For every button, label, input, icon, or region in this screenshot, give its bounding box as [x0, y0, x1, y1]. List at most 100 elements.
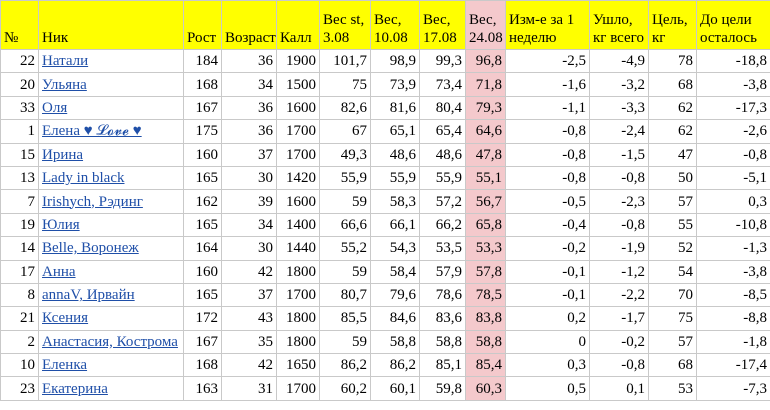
cell-weight-2408[interactable]: 58,8 — [465, 329, 506, 355]
cell-num[interactable]: 33 — [0, 95, 39, 121]
cell-weight-2408[interactable]: 60,3 — [465, 376, 506, 401]
cell-lost-total[interactable]: -3,3 — [589, 95, 649, 121]
nick-link[interactable]: Irishych, Рэдинг — [42, 193, 143, 210]
nick-link[interactable]: Екатерина — [42, 380, 108, 397]
cell-num[interactable]: 15 — [0, 142, 39, 167]
cell-age[interactable]: 37 — [221, 282, 277, 308]
cell-weight-2408[interactable]: 55,1 — [465, 165, 506, 191]
cell-lost-total[interactable]: -1,9 — [589, 236, 649, 261]
cell-goal[interactable]: 53 — [648, 376, 697, 401]
cell-goal[interactable]: 68 — [648, 72, 697, 97]
cell-cal[interactable]: 1420 — [276, 165, 320, 191]
cell-cal[interactable]: 1800 — [276, 306, 320, 331]
cell-weight-1708[interactable]: 65,4 — [419, 119, 466, 144]
cell-height[interactable]: 160 — [183, 259, 222, 284]
cell-cal[interactable]: 1500 — [276, 72, 320, 97]
cell-cal[interactable]: 1700 — [276, 282, 320, 308]
cell-weight-2408[interactable]: 71,8 — [465, 72, 506, 97]
nick-link[interactable]: annaV, Ирвайн — [42, 287, 135, 304]
cell-change-week[interactable]: -0,4 — [505, 212, 590, 238]
cell-weight-1708[interactable]: 66,2 — [419, 212, 466, 238]
cell-weight-1708[interactable]: 55,9 — [419, 165, 466, 191]
cell-weight-2408[interactable]: 64,6 — [465, 119, 506, 144]
cell-weight-start[interactable]: 80,7 — [319, 282, 371, 308]
header-num[interactable]: № — [0, 0, 39, 50]
cell-height[interactable]: 168 — [183, 353, 222, 378]
cell-cal[interactable]: 1800 — [276, 329, 320, 355]
cell-weight-1008[interactable]: 48,6 — [370, 142, 420, 167]
cell-weight-1708[interactable]: 57,9 — [419, 259, 466, 284]
cell-weight-start[interactable]: 86,2 — [319, 353, 371, 378]
cell-weight-start[interactable]: 85,5 — [319, 306, 371, 331]
header-to-goal[interactable]: До цели осталось — [696, 0, 770, 50]
header-goal[interactable]: Цель, кг — [648, 0, 697, 50]
cell-to-goal[interactable]: -17,4 — [696, 353, 770, 378]
cell-nick[interactable]: Натали — [38, 48, 184, 74]
nick-link[interactable]: Еленка — [42, 357, 88, 374]
nick-link[interactable]: Натали — [42, 53, 89, 70]
nick-link[interactable]: Belle, Воронеж — [42, 240, 139, 257]
cell-to-goal[interactable]: -5,1 — [696, 165, 770, 191]
cell-weight-start[interactable]: 75 — [319, 72, 371, 97]
cell-to-goal[interactable]: -3,8 — [696, 72, 770, 97]
cell-age[interactable]: 36 — [221, 119, 277, 144]
cell-weight-1008[interactable]: 55,9 — [370, 165, 420, 191]
header-weight-2408[interactable]: Вес, 24.08 — [465, 0, 506, 50]
cell-num[interactable]: 22 — [0, 48, 39, 74]
cell-weight-1008[interactable]: 58,8 — [370, 329, 420, 355]
cell-cal[interactable]: 1900 — [276, 48, 320, 74]
cell-change-week[interactable]: 0,2 — [505, 306, 590, 331]
cell-to-goal[interactable]: -0,8 — [696, 142, 770, 167]
cell-cal[interactable]: 1800 — [276, 259, 320, 284]
cell-weight-start[interactable]: 67 — [319, 119, 371, 144]
cell-height[interactable]: 167 — [183, 95, 222, 121]
cell-weight-1708[interactable]: 80,4 — [419, 95, 466, 121]
cell-weight-1708[interactable]: 78,6 — [419, 282, 466, 308]
cell-weight-2408[interactable]: 83,8 — [465, 306, 506, 331]
cell-change-week[interactable]: -0,5 — [505, 189, 590, 214]
cell-change-week[interactable]: 0,5 — [505, 376, 590, 401]
cell-change-week[interactable]: -0,2 — [505, 236, 590, 261]
nick-link[interactable]: Елена ♥ 𝓛𝓸𝓿𝓮 ♥ — [42, 123, 142, 140]
cell-lost-total[interactable]: -1,7 — [589, 306, 649, 331]
cell-goal[interactable]: 55 — [648, 212, 697, 238]
cell-weight-2408[interactable]: 96,8 — [465, 48, 506, 74]
nick-link[interactable]: Анна — [42, 263, 76, 280]
cell-cal[interactable]: 1700 — [276, 119, 320, 144]
cell-height[interactable]: 163 — [183, 376, 222, 401]
cell-weight-1008[interactable]: 81,6 — [370, 95, 420, 121]
cell-weight-1008[interactable]: 65,1 — [370, 119, 420, 144]
cell-weight-2408[interactable]: 53,3 — [465, 236, 506, 261]
cell-to-goal[interactable]: 0,3 — [696, 189, 770, 214]
cell-to-goal[interactable]: -1,3 — [696, 236, 770, 261]
header-change-week[interactable]: Изм-е за 1 неделю — [505, 0, 590, 50]
cell-change-week[interactable]: -0,1 — [505, 282, 590, 308]
cell-age[interactable]: 39 — [221, 189, 277, 214]
cell-lost-total[interactable]: -1,2 — [589, 259, 649, 284]
cell-nick[interactable]: Ирина — [38, 142, 184, 167]
header-weight-1008[interactable]: Вес, 10.08 — [370, 0, 420, 50]
cell-weight-2408[interactable]: 85,4 — [465, 353, 506, 378]
cell-age[interactable]: 34 — [221, 212, 277, 238]
cell-num[interactable]: 19 — [0, 212, 39, 238]
cell-age[interactable]: 30 — [221, 236, 277, 261]
cell-age[interactable]: 37 — [221, 142, 277, 167]
nick-link[interactable]: Ульяна — [42, 76, 87, 93]
cell-num[interactable]: 1 — [0, 119, 39, 144]
cell-age[interactable]: 36 — [221, 48, 277, 74]
cell-change-week[interactable]: -0,8 — [505, 119, 590, 144]
cell-height[interactable]: 168 — [183, 72, 222, 97]
cell-goal[interactable]: 57 — [648, 329, 697, 355]
cell-lost-total[interactable]: -2,3 — [589, 189, 649, 214]
cell-lost-total[interactable]: -4,9 — [589, 48, 649, 74]
cell-nick[interactable]: Елена ♥ 𝓛𝓸𝓿𝓮 ♥ — [38, 119, 184, 144]
cell-lost-total[interactable]: -0,2 — [589, 329, 649, 355]
cell-nick[interactable]: Екатерина — [38, 376, 184, 401]
cell-weight-1708[interactable]: 48,6 — [419, 142, 466, 167]
cell-weight-2408[interactable]: 65,8 — [465, 212, 506, 238]
cell-weight-1708[interactable]: 73,4 — [419, 72, 466, 97]
cell-change-week[interactable]: -0,8 — [505, 142, 590, 167]
cell-height[interactable]: 165 — [183, 212, 222, 238]
cell-weight-start[interactable]: 60,2 — [319, 376, 371, 401]
cell-weight-1008[interactable]: 84,6 — [370, 306, 420, 331]
